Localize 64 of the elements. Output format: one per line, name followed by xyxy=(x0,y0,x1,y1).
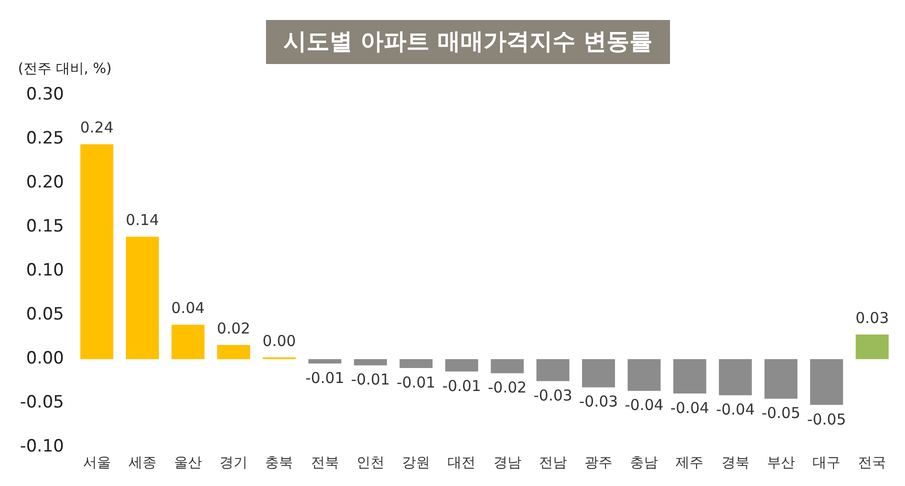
x-tick-label: 경남 xyxy=(493,455,522,472)
x-tick-label: 인천 xyxy=(356,455,384,472)
bar xyxy=(764,359,798,399)
x-tick-label: 서울 xyxy=(82,455,111,472)
y-tick-label: 0.00 xyxy=(26,348,64,369)
data-label: -0.01 xyxy=(305,368,344,387)
y-tick-label: 0.30 xyxy=(26,84,64,104)
y-tick-label: 0.25 xyxy=(26,128,64,148)
data-label: -0.01 xyxy=(442,376,482,395)
data-label: -0.04 xyxy=(716,400,755,419)
bar xyxy=(445,359,478,372)
data-label: -0.03 xyxy=(534,386,572,405)
x-tick-label: 강원 xyxy=(402,455,430,472)
bar xyxy=(217,345,250,360)
chart-title: 시도별 아파트 매매가격지수 변동률 xyxy=(266,20,670,64)
bar xyxy=(126,236,159,360)
x-tick-label: 전국 xyxy=(858,455,886,472)
data-label: -0.02 xyxy=(488,378,527,397)
bar xyxy=(172,324,204,360)
x-tick-label: 대구 xyxy=(812,455,841,472)
bar xyxy=(718,359,752,396)
y-tick-label: 0.20 xyxy=(26,172,64,192)
y-tick-label: -0.05 xyxy=(20,392,64,413)
bar xyxy=(628,359,661,391)
data-label: 0.04 xyxy=(171,299,205,318)
x-tick-label: 대전 xyxy=(448,455,476,472)
data-label: 0.24 xyxy=(80,118,114,137)
bar xyxy=(536,359,570,382)
bar xyxy=(490,359,524,374)
x-tick-label: 충북 xyxy=(265,455,294,472)
bar xyxy=(673,359,706,394)
x-tick-label: 부산 xyxy=(766,455,795,472)
x-tick-label: 경기 xyxy=(220,455,248,472)
y-tick-label: -0.10 xyxy=(20,436,64,457)
data-label: -0.04 xyxy=(670,398,710,417)
data-label: 0.03 xyxy=(855,308,889,327)
data-label: 0.00 xyxy=(262,332,296,350)
data-label: 0.14 xyxy=(126,211,160,230)
x-tick-label: 전남 xyxy=(538,455,567,472)
data-label: 0.02 xyxy=(216,319,250,338)
data-label: -0.05 xyxy=(762,404,800,422)
bar xyxy=(400,359,433,368)
bar xyxy=(308,359,342,364)
data-label: -0.01 xyxy=(396,373,436,392)
y-tick-label: 0.05 xyxy=(26,304,64,325)
data-label: -0.05 xyxy=(807,410,846,428)
data-label: -0.04 xyxy=(624,396,664,414)
x-tick-label: 세종 xyxy=(128,455,156,472)
x-tick-label: 제주 xyxy=(676,455,704,472)
x-tick-label: 전북 xyxy=(310,455,339,472)
bar xyxy=(856,334,889,360)
bar xyxy=(582,359,615,388)
y-tick-label: 0.15 xyxy=(26,216,64,236)
y-tick-label: 0.10 xyxy=(26,260,64,281)
x-tick-label: 경북 xyxy=(721,455,750,472)
y-axis-title: (전주 대비, %) xyxy=(18,60,112,78)
x-tick-label: 충남 xyxy=(630,455,658,472)
x-tick-label: 울산 xyxy=(174,455,202,472)
x-tick-label: 광주 xyxy=(584,455,613,472)
bar xyxy=(80,144,114,360)
bar xyxy=(354,359,387,366)
bar xyxy=(810,359,844,405)
data-label: -0.01 xyxy=(351,370,390,389)
data-label: -0.03 xyxy=(579,392,618,411)
